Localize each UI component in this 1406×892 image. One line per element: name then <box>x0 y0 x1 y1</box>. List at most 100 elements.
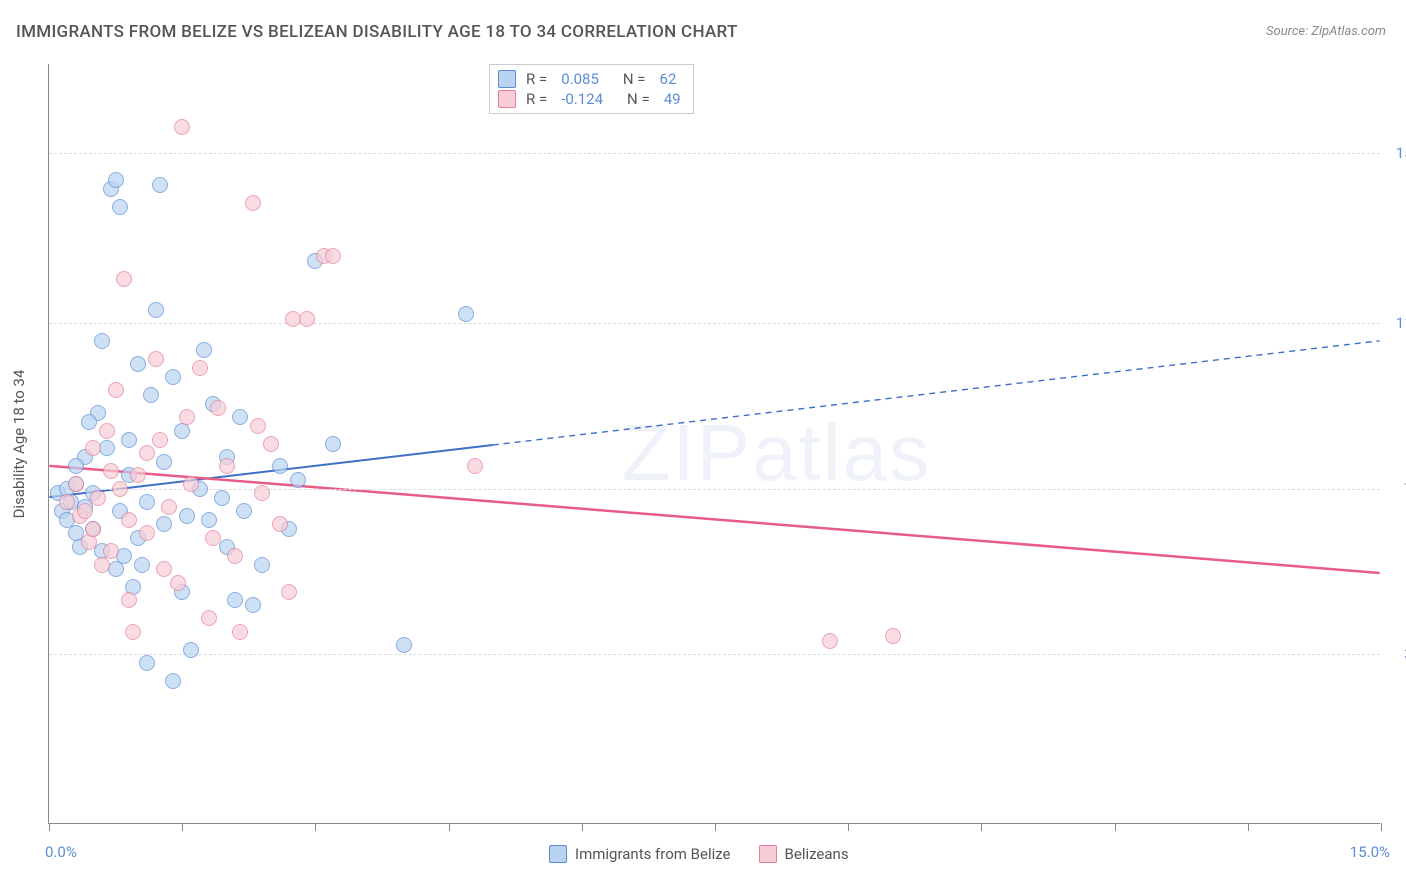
data-point-series-1 <box>108 172 124 188</box>
data-point-series-2 <box>245 195 261 211</box>
gridline <box>49 489 1380 490</box>
x-tick <box>981 823 982 831</box>
x-axis-max-label: 15.0% <box>1350 843 1390 861</box>
data-point-series-1 <box>325 436 341 452</box>
data-point-series-1 <box>272 458 288 474</box>
data-point-series-1 <box>232 409 248 425</box>
n-value-2: 49 <box>664 90 681 108</box>
data-point-series-1 <box>165 673 181 689</box>
data-point-series-2 <box>139 525 155 541</box>
gridline <box>49 153 1380 154</box>
x-tick <box>315 823 316 831</box>
n-value-1: 62 <box>660 70 677 88</box>
data-point-series-2 <box>116 271 132 287</box>
data-point-series-2 <box>161 499 177 515</box>
data-point-series-1 <box>458 306 474 322</box>
data-point-series-2 <box>139 445 155 461</box>
source-attribution: Source: ZipAtlas.com <box>1266 24 1386 39</box>
data-point-series-2 <box>281 584 297 600</box>
data-point-series-2 <box>112 481 128 497</box>
data-point-series-2 <box>85 440 101 456</box>
data-point-series-2 <box>90 490 106 506</box>
data-point-series-2 <box>108 382 124 398</box>
data-point-series-1 <box>81 414 97 430</box>
data-point-series-2 <box>179 409 195 425</box>
y-tick-label: 15.0% <box>1396 144 1406 162</box>
data-point-series-2 <box>85 521 101 537</box>
data-point-series-1 <box>396 637 412 653</box>
correlation-legend: R = 0.085 N = 62 R = -0.124 N = 49 <box>489 64 694 114</box>
data-point-series-2 <box>156 561 172 577</box>
data-point-series-2 <box>59 494 75 510</box>
data-point-series-1 <box>139 655 155 671</box>
data-point-series-2 <box>103 463 119 479</box>
data-point-series-2 <box>99 423 115 439</box>
x-tick <box>1381 823 1382 831</box>
x-tick <box>449 823 450 831</box>
series-legend: Immigrants from Belize Belizeans <box>549 845 849 863</box>
data-point-series-1 <box>121 432 137 448</box>
gridline <box>49 323 1380 324</box>
x-tick <box>848 823 849 831</box>
data-point-series-2 <box>885 628 901 644</box>
data-point-series-2 <box>467 458 483 474</box>
trend-lines-svg <box>49 64 1380 823</box>
data-point-series-2 <box>201 610 217 626</box>
x-tick <box>1248 823 1249 831</box>
data-point-series-2 <box>121 592 137 608</box>
x-tick <box>582 823 583 831</box>
chart-plot-area: Disability Age 18 to 34 ZIPatlas R = 0.0… <box>48 64 1380 824</box>
data-point-series-1 <box>156 516 172 532</box>
data-point-series-2 <box>103 543 119 559</box>
data-point-series-1 <box>214 490 230 506</box>
series-2-name: Belizeans <box>785 845 849 863</box>
data-point-series-2 <box>219 458 235 474</box>
legend-item-2: Belizeans <box>759 845 849 863</box>
data-point-series-2 <box>227 548 243 564</box>
data-point-series-2 <box>174 119 190 135</box>
data-point-series-2 <box>94 557 110 573</box>
data-point-series-2 <box>152 432 168 448</box>
data-point-series-2 <box>68 476 84 492</box>
data-point-series-1 <box>94 333 110 349</box>
data-point-series-2 <box>272 516 288 532</box>
x-axis-min-label: 0.0% <box>45 843 77 861</box>
legend-item-1: Immigrants from Belize <box>549 845 731 863</box>
data-point-series-1 <box>148 302 164 318</box>
data-point-series-2 <box>183 476 199 492</box>
data-point-series-1 <box>179 508 195 524</box>
data-point-series-2 <box>205 530 221 546</box>
watermark: ZIPatlas <box>622 407 931 499</box>
data-point-series-1 <box>290 472 306 488</box>
chart-title: IMMIGRANTS FROM BELIZE VS BELIZEAN DISAB… <box>16 22 738 42</box>
swatch-series-2 <box>759 845 777 863</box>
data-point-series-1 <box>165 369 181 385</box>
data-point-series-2 <box>232 624 248 640</box>
data-point-series-1 <box>112 199 128 215</box>
data-point-series-2 <box>125 624 141 640</box>
x-tick <box>715 823 716 831</box>
series-1-name: Immigrants from Belize <box>575 845 731 863</box>
data-point-series-2 <box>822 633 838 649</box>
n-label: N = <box>623 70 646 88</box>
y-tick-label: 11.2% <box>1396 314 1406 332</box>
data-point-series-1 <box>201 512 217 528</box>
data-point-series-2 <box>299 311 315 327</box>
data-point-series-1 <box>245 597 261 613</box>
legend-row-series-1: R = 0.085 N = 62 <box>498 69 681 89</box>
data-point-series-2 <box>121 512 137 528</box>
swatch-series-1 <box>549 845 567 863</box>
data-point-series-1 <box>156 454 172 470</box>
data-point-series-1 <box>152 177 168 193</box>
data-point-series-1 <box>68 458 84 474</box>
data-point-series-1 <box>130 356 146 372</box>
y-axis-title: Disability Age 18 to 34 <box>10 369 28 518</box>
r-label: R = <box>526 90 547 108</box>
data-point-series-1 <box>236 503 252 519</box>
data-point-series-1 <box>196 342 212 358</box>
data-point-series-1 <box>254 557 270 573</box>
data-point-series-2 <box>170 575 186 591</box>
data-point-series-2 <box>210 400 226 416</box>
x-tick <box>49 823 50 831</box>
data-point-series-2 <box>250 418 266 434</box>
